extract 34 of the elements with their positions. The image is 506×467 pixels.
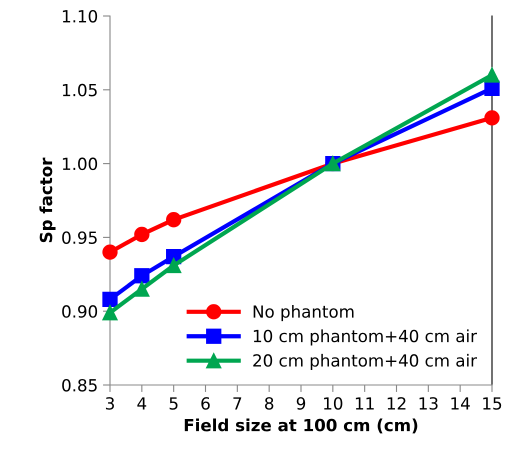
point (484, 110, 500, 126)
point (166, 212, 182, 228)
x-axis-title: Field size at 100 cm (cm) (184, 418, 418, 434)
x-tick-label: 14 (451, 397, 470, 410)
x-tick-label: 4 (137, 397, 146, 410)
x-tick-label: 13 (420, 397, 438, 410)
x-tick-label: 5 (170, 397, 178, 410)
y-tick-label: 1.05 (62, 84, 97, 96)
legend-label: 10 cm phantom+40 cm air (254, 329, 478, 346)
x-tick-label: 8 (264, 397, 274, 410)
x-tick-label: 6 (201, 397, 210, 410)
y-tick-label: 0.85 (62, 378, 97, 392)
y-tick-label: 0.95 (62, 231, 97, 244)
point (134, 281, 150, 297)
x-tick-label: 3 (106, 397, 114, 410)
y-tick-label: 1.10 (62, 10, 98, 23)
point (102, 305, 118, 320)
legend-label: 20 cm phantom+40 cm air (253, 354, 478, 370)
point (134, 268, 150, 284)
y-axis-title: Sp factor (39, 158, 56, 242)
legend-label: No phantom (254, 304, 354, 322)
x-tick-label: 7 (233, 397, 242, 410)
point (484, 67, 500, 83)
point (134, 226, 150, 242)
x-tick-label: 11 (356, 397, 374, 410)
x-tick-label: 15 (483, 397, 502, 410)
x-tick-label: 10 (324, 397, 342, 410)
point (102, 292, 118, 308)
point (166, 258, 182, 274)
y-tick-label: 1.00 (62, 158, 98, 170)
x-tick-label: 12 (388, 397, 406, 410)
y-tick-label: 0.90 (62, 305, 98, 318)
x-tick-label: 9 (296, 397, 306, 410)
point (102, 244, 118, 260)
